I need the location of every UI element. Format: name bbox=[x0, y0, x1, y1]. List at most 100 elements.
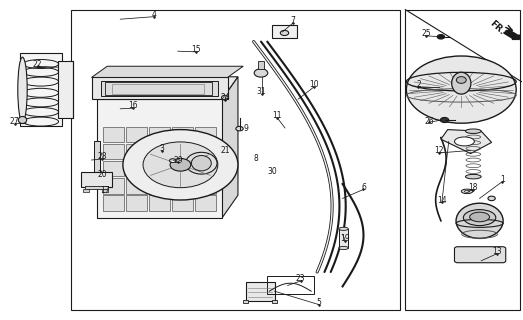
Ellipse shape bbox=[464, 190, 470, 192]
Bar bbox=[258, 61, 264, 69]
Bar bbox=[92, 77, 228, 99]
Bar bbox=[97, 99, 222, 218]
Text: 2: 2 bbox=[416, 80, 421, 89]
Text: 12: 12 bbox=[435, 146, 444, 155]
Ellipse shape bbox=[186, 152, 217, 174]
Bar bbox=[103, 161, 124, 176]
Circle shape bbox=[170, 158, 191, 171]
Bar bbox=[103, 127, 124, 142]
Text: 20: 20 bbox=[97, 170, 107, 179]
Text: 4: 4 bbox=[152, 10, 157, 19]
FancyArrow shape bbox=[504, 30, 519, 39]
Text: 21: 21 bbox=[220, 146, 230, 155]
Text: 16: 16 bbox=[129, 101, 138, 110]
Bar bbox=[172, 195, 193, 211]
Bar bbox=[339, 229, 348, 248]
Text: 25: 25 bbox=[422, 29, 431, 38]
Text: 29: 29 bbox=[173, 156, 183, 164]
Ellipse shape bbox=[18, 116, 27, 124]
Text: 15: 15 bbox=[191, 45, 201, 54]
Bar bbox=[272, 25, 297, 38]
Ellipse shape bbox=[456, 203, 503, 238]
Text: 8: 8 bbox=[254, 154, 259, 163]
Bar bbox=[103, 144, 124, 159]
Text: 19: 19 bbox=[340, 234, 350, 243]
Text: 24: 24 bbox=[220, 93, 230, 102]
Ellipse shape bbox=[454, 137, 474, 146]
Bar bbox=[103, 195, 124, 211]
Bar bbox=[126, 161, 147, 176]
Text: 1: 1 bbox=[499, 175, 505, 184]
Text: 10: 10 bbox=[309, 80, 319, 89]
Text: 30: 30 bbox=[267, 167, 277, 176]
Ellipse shape bbox=[339, 246, 348, 250]
Circle shape bbox=[236, 126, 243, 131]
Bar bbox=[112, 84, 204, 94]
Bar bbox=[58, 61, 73, 118]
Bar bbox=[149, 127, 170, 142]
Text: 31: 31 bbox=[257, 87, 266, 96]
Text: 26: 26 bbox=[424, 117, 434, 126]
Bar bbox=[172, 127, 193, 142]
Ellipse shape bbox=[461, 189, 473, 194]
Bar bbox=[195, 127, 216, 142]
Ellipse shape bbox=[222, 95, 228, 100]
Bar bbox=[243, 300, 248, 303]
Text: 14: 14 bbox=[437, 196, 447, 204]
Polygon shape bbox=[92, 66, 243, 77]
Text: 27: 27 bbox=[10, 117, 19, 126]
Bar bbox=[149, 178, 170, 194]
Bar bbox=[71, 10, 400, 310]
Ellipse shape bbox=[18, 57, 27, 122]
Text: FR.: FR. bbox=[488, 18, 506, 36]
Text: 5: 5 bbox=[316, 298, 322, 307]
Bar bbox=[126, 195, 147, 211]
Polygon shape bbox=[441, 130, 492, 154]
FancyBboxPatch shape bbox=[454, 247, 506, 263]
Bar bbox=[81, 172, 112, 187]
Ellipse shape bbox=[463, 210, 496, 226]
Ellipse shape bbox=[452, 72, 471, 94]
Bar bbox=[405, 10, 520, 310]
Text: 9: 9 bbox=[243, 124, 248, 132]
Ellipse shape bbox=[465, 129, 481, 133]
Text: 3: 3 bbox=[160, 144, 165, 153]
Bar bbox=[103, 178, 124, 194]
Circle shape bbox=[437, 35, 445, 39]
Bar bbox=[195, 195, 216, 211]
Text: 7: 7 bbox=[290, 16, 295, 25]
Text: 23: 23 bbox=[296, 274, 305, 283]
Ellipse shape bbox=[191, 156, 211, 171]
Text: 11: 11 bbox=[272, 111, 282, 120]
Bar bbox=[172, 144, 193, 159]
Bar bbox=[172, 178, 193, 194]
Bar bbox=[195, 178, 216, 194]
Text: 28: 28 bbox=[97, 152, 107, 161]
Text: 22: 22 bbox=[33, 60, 42, 68]
Bar bbox=[172, 161, 193, 176]
Ellipse shape bbox=[339, 227, 348, 230]
Text: 18: 18 bbox=[469, 183, 478, 192]
Bar bbox=[126, 178, 147, 194]
FancyBboxPatch shape bbox=[20, 53, 62, 126]
Text: 13: 13 bbox=[492, 247, 502, 256]
Circle shape bbox=[488, 196, 495, 201]
Bar bbox=[102, 189, 108, 192]
Bar bbox=[195, 161, 216, 176]
Bar bbox=[126, 144, 147, 159]
Polygon shape bbox=[97, 77, 238, 99]
Ellipse shape bbox=[465, 174, 481, 179]
Polygon shape bbox=[222, 77, 238, 218]
Bar bbox=[246, 282, 275, 301]
Bar bbox=[149, 144, 170, 159]
Bar bbox=[195, 144, 216, 159]
Ellipse shape bbox=[457, 77, 466, 84]
Circle shape bbox=[254, 69, 268, 77]
Bar bbox=[272, 300, 277, 303]
Bar bbox=[105, 82, 212, 95]
Bar bbox=[126, 127, 147, 142]
Circle shape bbox=[440, 117, 449, 123]
Bar bbox=[85, 186, 108, 189]
Text: 6: 6 bbox=[361, 183, 366, 192]
Bar bbox=[101, 81, 218, 96]
